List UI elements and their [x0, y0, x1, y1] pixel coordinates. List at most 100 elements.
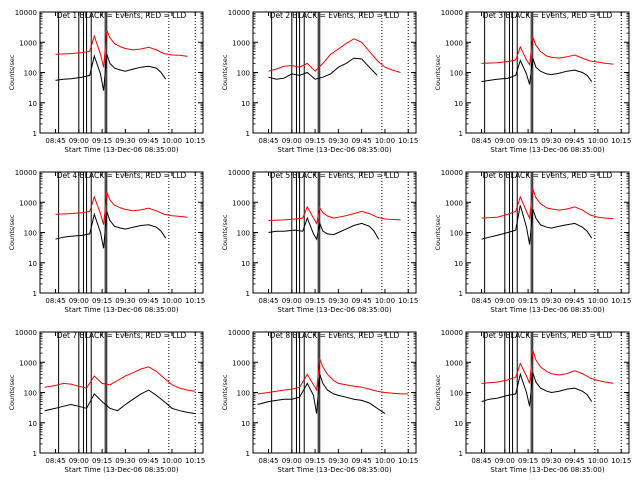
x-tick-label: 09:15 [518, 137, 538, 145]
x-tick-label: 08:45 [258, 297, 278, 305]
y-tick-label: 10000 [228, 169, 250, 177]
x-tick-label: 09:15 [518, 457, 538, 465]
x-tick-label: 09:30 [541, 297, 561, 305]
detector-panel-4: 1 10 100 1000 10000 08:45 09:00 09:15 09:30 09:45… [8, 169, 205, 314]
y-tick-label: 10000 [441, 9, 463, 17]
detector-panel-6: 1 10 100 1000 10000 08:45 09:00 09:15 09:30 09:45… [434, 169, 631, 314]
x-tick-label: 09:45 [352, 457, 372, 465]
y-tick-label: 1000 [19, 199, 37, 207]
y-tick-label: 10000 [15, 169, 37, 177]
x-tick-label: 08:45 [471, 137, 491, 145]
x-tick-label: 10:00 [588, 297, 608, 305]
events-series-line [268, 57, 378, 80]
x-axis-label: Start Time (13-Dec-06 08:35:00) [490, 466, 604, 474]
detector-panel-8: 1 10 100 1000 10000 08:45 09:00 09:15 09:30 09:45… [221, 329, 418, 474]
y-tick-label: 1 [459, 290, 463, 298]
x-axis-label: Start Time (13-Dec-06 08:35:00) [64, 146, 178, 154]
x-axis-label: Start Time (13-Dec-06 08:35:00) [277, 146, 391, 154]
x-tick-label: 10:15 [185, 297, 205, 305]
x-tick-label: 10:15 [185, 137, 205, 145]
events-series-line [481, 205, 593, 245]
y-tick-label: 1000 [19, 359, 37, 367]
y-tick-label: 100 [450, 390, 463, 398]
y-tick-label: 1 [246, 130, 250, 138]
plot-frame [252, 171, 417, 294]
events-series-line [268, 216, 380, 241]
panel-title: Det 5 BLACK = Events, RED = LLD [270, 171, 400, 180]
x-tick-label: 10:00 [588, 137, 608, 145]
y-tick-label: 10000 [228, 329, 250, 337]
x-axis-label: Start Time (13-Dec-06 08:35:00) [490, 146, 604, 154]
panel-title: Det 8 BLACK = Events, RED = LLD [270, 331, 400, 340]
y-tick-label: 1000 [232, 359, 250, 367]
y-tick-label: 10 [454, 420, 463, 428]
lld-series-line [268, 38, 401, 73]
plot-frame [465, 331, 630, 454]
x-tick-label: 09:15 [305, 457, 325, 465]
y-axis-label: Counts/sec [8, 54, 16, 90]
y-tick-label: 100 [450, 70, 463, 78]
detector-panel-5: 1 10 100 1000 10000 08:45 09:00 09:15 09:30 09:45… [221, 169, 418, 314]
y-tick-label: 10 [241, 100, 250, 108]
y-tick-label: 100 [237, 230, 250, 238]
lld-series-line [481, 188, 614, 220]
y-tick-label: 10000 [15, 329, 37, 337]
lld-series-line [481, 36, 614, 67]
y-tick-label: 10 [28, 100, 37, 108]
y-tick-label: 10 [28, 420, 37, 428]
y-tick-label: 1000 [445, 359, 463, 367]
y-tick-label: 10000 [15, 9, 37, 17]
x-tick-label: 09:15 [92, 137, 112, 145]
x-tick-label: 09:45 [139, 297, 159, 305]
panel-title: Det 1 BLACK = Events, RED = LLD [57, 11, 187, 20]
events-series-line [481, 57, 593, 85]
x-tick-label: 08:45 [45, 297, 65, 305]
y-tick-label: 1000 [19, 39, 37, 47]
x-tick-label: 08:45 [471, 457, 491, 465]
x-tick-label: 08:45 [258, 457, 278, 465]
y-tick-label: 100 [24, 70, 37, 78]
y-axis-label: Counts/sec [221, 214, 229, 250]
y-axis-label: Counts/sec [221, 374, 229, 410]
x-tick-label: 10:15 [611, 137, 631, 145]
x-tick-label: 09:00 [282, 297, 302, 305]
y-tick-label: 10000 [441, 329, 463, 337]
y-axis-label: Counts/sec [8, 214, 16, 250]
x-tick-label: 09:30 [541, 137, 561, 145]
y-tick-label: 10 [454, 260, 463, 268]
plot-frame [465, 11, 630, 134]
x-tick-label: 09:15 [92, 297, 112, 305]
y-tick-label: 10 [241, 260, 250, 268]
x-tick-label: 09:00 [282, 457, 302, 465]
x-tick-label: 10:00 [375, 457, 395, 465]
plot-frame [252, 11, 417, 134]
x-axis-label: Start Time (13-Dec-06 08:35:00) [490, 306, 604, 314]
detector-panel-7: 1 10 100 1000 10000 08:45 09:00 09:15 09:30 09:45… [8, 329, 205, 474]
x-tick-label: 10:15 [185, 457, 205, 465]
x-tick-label: 09:15 [92, 457, 112, 465]
plot-frame [465, 171, 630, 294]
x-tick-label: 10:15 [611, 457, 631, 465]
x-tick-label: 09:30 [541, 457, 561, 465]
plot-frame [39, 171, 204, 294]
x-tick-label: 09:30 [115, 457, 135, 465]
x-tick-label: 09:00 [495, 297, 515, 305]
lld-series-line [44, 366, 196, 392]
events-series-line [257, 374, 386, 415]
x-tick-label: 10:15 [398, 297, 418, 305]
x-tick-label: 09:45 [565, 457, 585, 465]
x-tick-label: 10:00 [162, 457, 182, 465]
y-tick-label: 1000 [232, 199, 250, 207]
x-tick-label: 10:00 [162, 297, 182, 305]
x-tick-label: 10:00 [588, 457, 608, 465]
y-tick-label: 1000 [445, 39, 463, 47]
x-tick-label: 09:45 [139, 457, 159, 465]
x-tick-label: 09:30 [115, 297, 135, 305]
panel-title: Det 2 BLACK = Events, RED = LLD [270, 11, 400, 20]
x-tick-label: 09:30 [115, 137, 135, 145]
x-axis-label: Start Time (13-Dec-06 08:35:00) [64, 306, 178, 314]
detector-panel-3: 1 10 100 1000 10000 08:45 09:00 09:15 09:30 09:45… [434, 9, 631, 154]
x-tick-label: 09:00 [282, 137, 302, 145]
y-tick-label: 10 [28, 260, 37, 268]
